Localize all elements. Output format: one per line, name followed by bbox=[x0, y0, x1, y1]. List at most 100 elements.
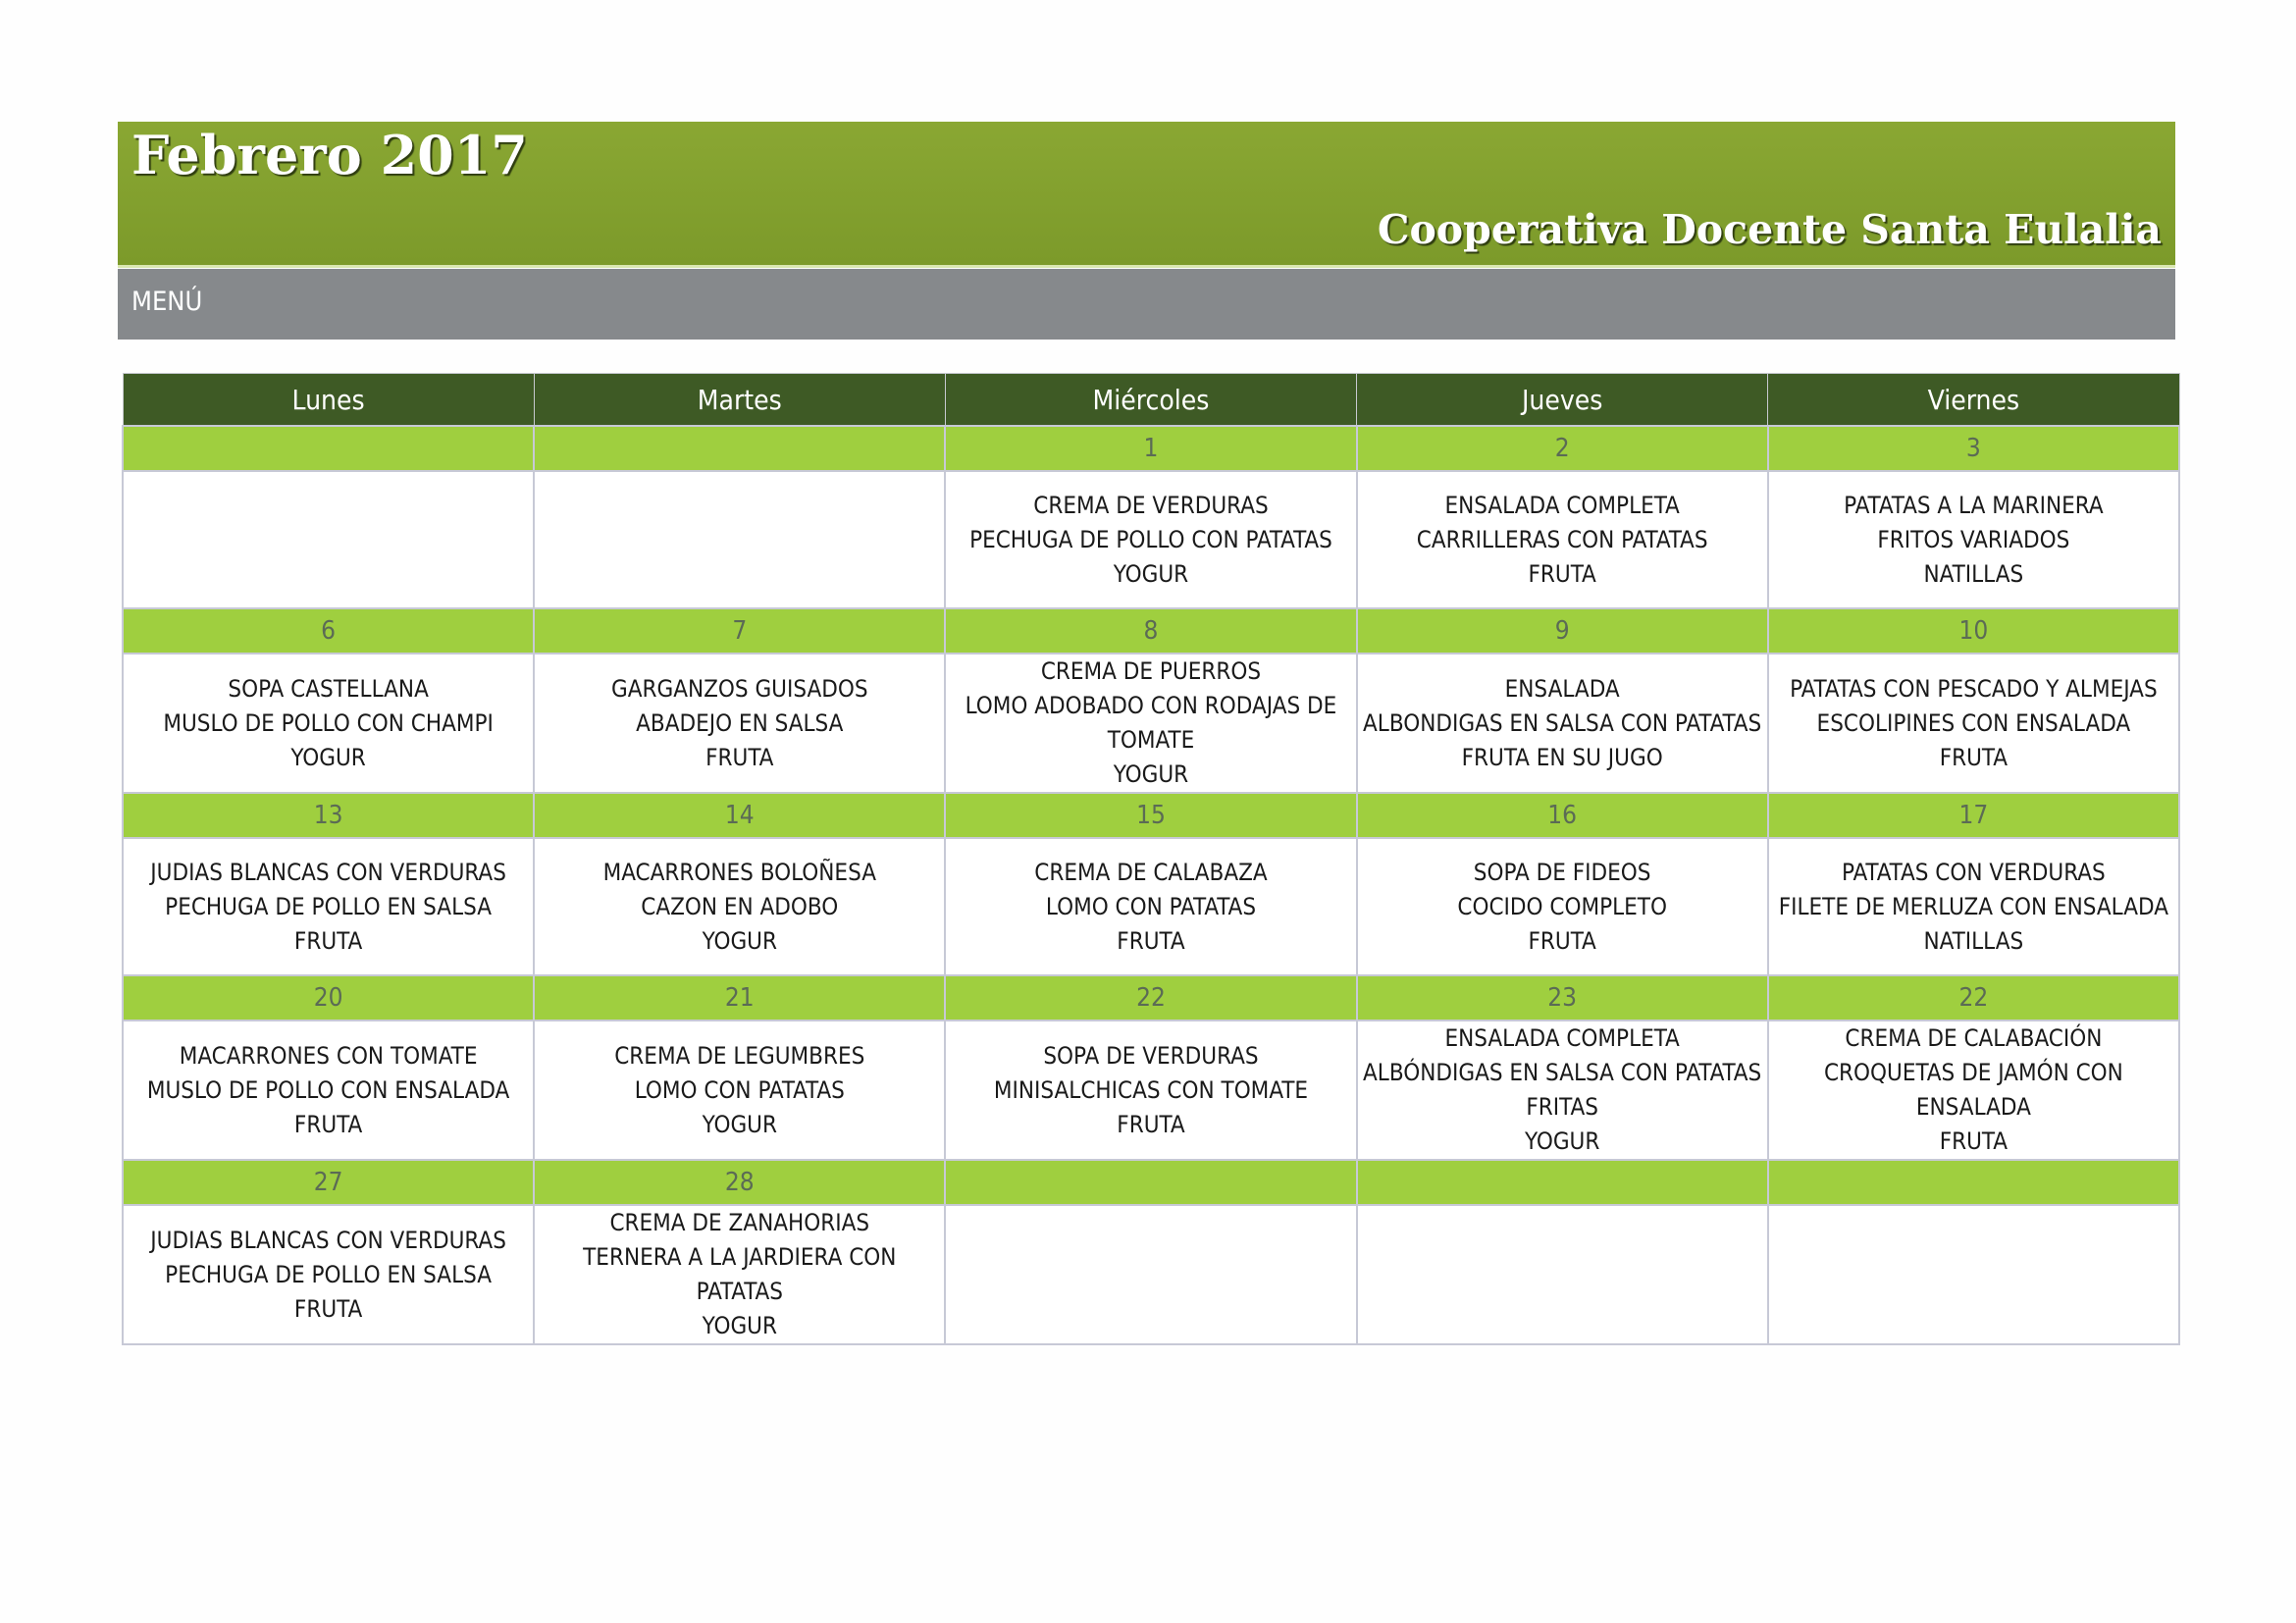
menu-item: YOGUR bbox=[1113, 559, 1189, 588]
page-title: Febrero 2017 bbox=[131, 124, 528, 186]
day-menu: CREMA DE PUERROS LOMO ADOBADO CON RODAJAS… bbox=[944, 653, 1358, 794]
day-number: 1 bbox=[944, 425, 1358, 472]
day-number: 14 bbox=[533, 792, 947, 839]
menu-item: CREMA DE VERDURAS bbox=[1033, 491, 1269, 519]
menu-item: PECHUGA DE POLLO CON PATATAS bbox=[969, 525, 1332, 553]
menu-item: CREMA DE LEGUMBRES bbox=[614, 1041, 865, 1070]
menu-item: CREMA DE CALABACIÓN bbox=[1845, 1024, 2103, 1052]
day-number: 17 bbox=[1766, 792, 2181, 839]
day-menu bbox=[121, 470, 536, 609]
menu-item: ABADEJO EN SALSA bbox=[636, 708, 844, 737]
day-number: 7 bbox=[533, 607, 947, 654]
date-row: 6 7 8 9 10 bbox=[121, 607, 2181, 654]
menu-item: YOGUR bbox=[1113, 760, 1189, 788]
day-menu: SOPA DE FIDEOS COCIDO COMPLETO FRUTA bbox=[1355, 837, 1769, 976]
menu-item: FILETE DE MERLUZA CON ENSALADA bbox=[1778, 892, 2168, 920]
weekday-header: Miércoles bbox=[944, 373, 1358, 427]
menu-item: NATILLAS bbox=[1923, 559, 2024, 588]
menu-item: FRUTA EN SU JUGO bbox=[1461, 743, 1663, 771]
day-number: 20 bbox=[121, 974, 536, 1021]
menu-item: FRUTA bbox=[705, 743, 774, 771]
weekday-header: Viernes bbox=[1767, 373, 2180, 427]
day-number: 2 bbox=[1355, 425, 1769, 472]
weekday-header: Martes bbox=[533, 373, 946, 427]
date-row: 13 14 15 16 17 bbox=[121, 792, 2181, 839]
date-row: 20 21 22 23 22 bbox=[121, 974, 2181, 1021]
menu-item: FRUTA bbox=[1117, 1110, 1185, 1138]
day-number bbox=[1355, 1159, 1769, 1206]
menu-item: LOMO CON PATATAS bbox=[634, 1075, 845, 1104]
menu-item: GARGANZOS GUISADOS bbox=[610, 674, 868, 703]
menu-item: SOPA CASTELLANA bbox=[228, 674, 429, 703]
menu-item: ENSALADA COMPLETA bbox=[1444, 1024, 1680, 1052]
menu-item: FRUTA bbox=[1939, 743, 2009, 771]
menu-item: MACARRONES BOLOÑESA bbox=[602, 858, 876, 886]
day-menu: CREMA DE LEGUMBRES LOMO CON PATATAS YOGUR bbox=[533, 1020, 947, 1161]
day-number bbox=[121, 425, 536, 472]
menu-item: SOPA DE FIDEOS bbox=[1473, 858, 1651, 886]
meal-row: JUDIAS BLANCAS CON VERDURAS PECHUGA DE PO… bbox=[121, 1204, 2181, 1345]
day-menu: PATATAS A LA MARINERA FRITOS VARIADOS NATI… bbox=[1766, 470, 2181, 609]
menu-calendar: Lunes Martes Miércoles Jueves Viernes 1 2 3 CRE… bbox=[121, 373, 2181, 1345]
menu-item: MACARRONES CON TOMATE bbox=[179, 1041, 478, 1070]
day-number: 6 bbox=[121, 607, 536, 654]
day-menu: CREMA DE CALABAZA LOMO CON PATATAS FRUTA bbox=[944, 837, 1358, 976]
day-number: 22 bbox=[944, 974, 1358, 1021]
day-number bbox=[944, 1159, 1358, 1206]
menu-item: TERNERA A LA JARDIERA CON PATATAS bbox=[583, 1243, 897, 1305]
day-menu bbox=[944, 1204, 1358, 1345]
day-menu: JUDIAS BLANCAS CON VERDURAS PECHUGA DE PO… bbox=[121, 1204, 536, 1345]
menu-item: FRUTA bbox=[1528, 926, 1596, 955]
day-menu: CREMA DE CALABACIÓN CROQUETAS DE JAMÓN CO… bbox=[1766, 1020, 2181, 1161]
menu-item: ENSALADA bbox=[1504, 674, 1620, 703]
menu-item: YOGUR bbox=[702, 1110, 777, 1138]
day-menu: PATATAS CON PESCADO Y ALMEJAS ESCOLIPINES… bbox=[1766, 653, 2181, 794]
menu-item: FRUTA bbox=[1528, 559, 1596, 588]
day-menu: CREMA DE ZANAHORIAS TERNERA A LA JARDIERA… bbox=[533, 1204, 947, 1345]
menu-item: FRUTA bbox=[1117, 926, 1185, 955]
menu-item: PECHUGA DE POLLO EN SALSA bbox=[165, 1260, 493, 1288]
menu-item: ALBÓNDIGAS EN SALSA CON PATATAS FRITAS bbox=[1363, 1059, 1762, 1121]
organization-name: Cooperativa Docente Santa Eulalia bbox=[1377, 206, 2162, 253]
menu-item: FRITOS VARIADOS bbox=[1877, 525, 2070, 553]
day-menu: MACARRONES BOLOÑESA CAZON EN ADOBO YOGUR bbox=[533, 837, 947, 976]
menu-item: YOGUR bbox=[702, 926, 777, 955]
menu-bar: MENÚ bbox=[118, 269, 2175, 340]
day-menu bbox=[1766, 1204, 2181, 1345]
day-number: 15 bbox=[944, 792, 1358, 839]
menu-label: MENÚ bbox=[131, 287, 203, 317]
menu-item: YOGUR bbox=[702, 1312, 777, 1339]
day-number bbox=[533, 425, 947, 472]
menu-item: JUDIAS BLANCAS CON VERDURAS bbox=[150, 1226, 506, 1254]
day-number: 3 bbox=[1766, 425, 2181, 472]
menu-item: MUSLO DE POLLO CON CHAMPI bbox=[163, 708, 494, 737]
meal-row: MACARRONES CON TOMATE MUSLO DE POLLO CON … bbox=[121, 1020, 2181, 1161]
menu-item: ALBONDIGAS EN SALSA CON PATATAS bbox=[1363, 708, 1762, 737]
menu-item: PATATAS CON VERDURAS bbox=[1842, 858, 2106, 886]
menu-item: PECHUGA DE POLLO EN SALSA bbox=[165, 892, 493, 920]
day-number: 16 bbox=[1355, 792, 1769, 839]
menu-item: CREMA DE ZANAHORIAS bbox=[609, 1209, 870, 1236]
menu-item: FRUTA bbox=[293, 926, 363, 955]
menu-item: FRUTA bbox=[293, 1294, 363, 1323]
menu-item: FRUTA bbox=[293, 1110, 363, 1138]
menu-item: PATATAS CON PESCADO Y ALMEJAS bbox=[1790, 674, 2158, 703]
day-menu: SOPA CASTELLANA MUSLO DE POLLO CON CHAMPI… bbox=[121, 653, 536, 794]
meal-row: CREMA DE VERDURAS PECHUGA DE POLLO CON PA… bbox=[121, 470, 2181, 609]
day-number: 23 bbox=[1355, 974, 1769, 1021]
day-menu bbox=[533, 470, 947, 609]
title-banner: Febrero 2017 Cooperativa Docente Santa E… bbox=[118, 122, 2175, 268]
weekday-header: Jueves bbox=[1356, 373, 1769, 427]
menu-item: CROQUETAS DE JAMÓN CON ENSALADA bbox=[1823, 1059, 2123, 1121]
menu-item: FRUTA bbox=[1939, 1127, 2009, 1155]
day-menu: ENSALADA COMPLETA ALBÓNDIGAS EN SALSA CON… bbox=[1355, 1020, 1769, 1161]
meal-row: JUDIAS BLANCAS CON VERDURAS PECHUGA DE PO… bbox=[121, 837, 2181, 976]
day-number: 8 bbox=[944, 607, 1358, 654]
day-number: 27 bbox=[121, 1159, 536, 1206]
menu-item: MUSLO DE POLLO CON ENSALADA bbox=[146, 1075, 510, 1104]
menu-item: PATATAS A LA MARINERA bbox=[1844, 491, 2104, 519]
menu-item: SOPA DE VERDURAS bbox=[1043, 1041, 1259, 1070]
weekday-header-row: Lunes Martes Miércoles Jueves Viernes bbox=[122, 373, 2180, 427]
day-menu: MACARRONES CON TOMATE MUSLO DE POLLO CON … bbox=[121, 1020, 536, 1161]
